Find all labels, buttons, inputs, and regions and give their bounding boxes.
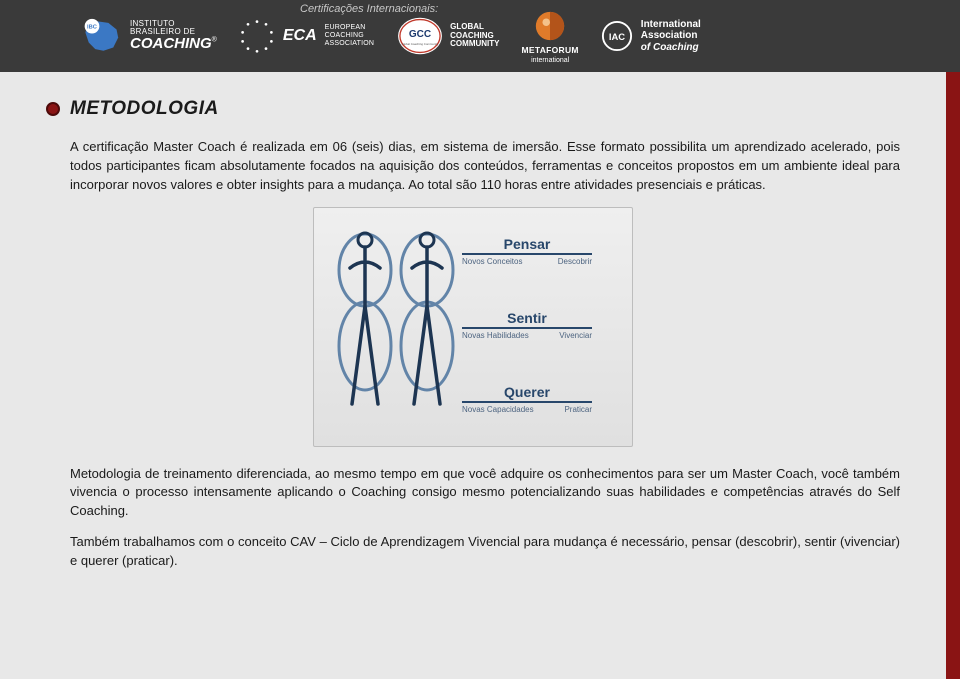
header-bar: Certificações Internacionais: IBC INSTIT… xyxy=(0,0,960,72)
gcc-l3: COMMUNITY xyxy=(450,40,499,49)
ibc-badge-text: IBC xyxy=(87,25,97,31)
eu-stars-icon xyxy=(239,18,275,54)
diagram-level-2: Sentir Novas Habilidades Vivenciar xyxy=(462,310,592,340)
diagram-container: Pensar Novos Conceitos Descobrir Sentir … xyxy=(46,207,900,447)
level-1-right: Descobrir xyxy=(558,257,592,266)
diagram-level-1: Pensar Novos Conceitos Descobrir xyxy=(462,236,592,266)
side-accent-bar xyxy=(946,72,960,679)
eca-l2: COACHING xyxy=(325,32,375,40)
logo-gcc: GCC Global Coaching Community GLOBAL COA… xyxy=(396,15,499,57)
eca-l3: ASSOCIATION xyxy=(325,40,375,48)
gcc-sub: Global Coaching Community xyxy=(402,42,440,46)
paragraph-3: Também trabalhamos com o conceito CAV – … xyxy=(46,533,900,571)
logo-ibc: IBC INSTITUTO BRASILEIRO DE COACHING® xyxy=(80,18,217,54)
logo-metaforum: METAFORUM international xyxy=(521,9,578,64)
section-title-row: METODOLOGIA xyxy=(46,98,900,120)
level-1-label: Pensar xyxy=(491,236,563,252)
level-2-right: Vivenciar xyxy=(559,331,592,340)
logo-eca: ECA EUROPEAN COACHING ASSOCIATION xyxy=(239,18,374,54)
level-3-rule xyxy=(462,401,592,403)
bullet-icon xyxy=(46,102,60,116)
iac-l1: International xyxy=(641,19,701,31)
paragraph-1: A certificação Master Coach é realizada … xyxy=(46,138,900,195)
diagram-level-3: Querer Novas Capacidades Praticar xyxy=(462,384,592,414)
metaforum-orb-icon xyxy=(533,9,567,43)
iac-l3: of Coaching xyxy=(641,42,701,54)
content-area: METODOLOGIA A certificação Master Coach … xyxy=(0,72,960,603)
reg-mark: ® xyxy=(212,37,217,44)
cert-label: Certificações Internacionais: xyxy=(300,3,438,15)
level-2-left: Novas Habilidades xyxy=(462,331,529,340)
meta-l1: METAFORUM xyxy=(521,45,578,55)
ibc-l3: COACHING xyxy=(130,35,212,52)
level-1-left: Novos Conceitos xyxy=(462,257,522,266)
eca-big: ECA xyxy=(283,27,317,45)
level-1-rule xyxy=(462,253,592,255)
brazil-map-icon: IBC xyxy=(80,18,122,54)
iac-badge-text: IAC xyxy=(609,31,625,42)
meta-l2: international xyxy=(531,57,569,64)
logo-iac: IAC International Association of Coachin… xyxy=(601,19,701,54)
iac-l2: Association xyxy=(641,30,701,42)
level-3-left: Novas Capacidades xyxy=(462,405,534,414)
cav-diagram: Pensar Novos Conceitos Descobrir Sentir … xyxy=(313,207,633,447)
level-3-right: Praticar xyxy=(564,405,592,414)
level-2-label: Sentir xyxy=(491,310,563,326)
gcc-badge-text: GCC xyxy=(409,29,431,40)
eca-l1: EUROPEAN xyxy=(325,24,375,32)
gcc-badge-icon: GCC Global Coaching Community xyxy=(396,15,444,57)
paragraph-2: Metodologia de treinamento diferenciada,… xyxy=(46,465,900,522)
figure-left xyxy=(342,228,388,428)
iac-circle-icon: IAC xyxy=(601,20,633,52)
level-3-label: Querer xyxy=(491,384,563,400)
figure-right xyxy=(404,228,450,428)
level-2-rule xyxy=(462,327,592,329)
section-title: METODOLOGIA xyxy=(70,98,219,120)
